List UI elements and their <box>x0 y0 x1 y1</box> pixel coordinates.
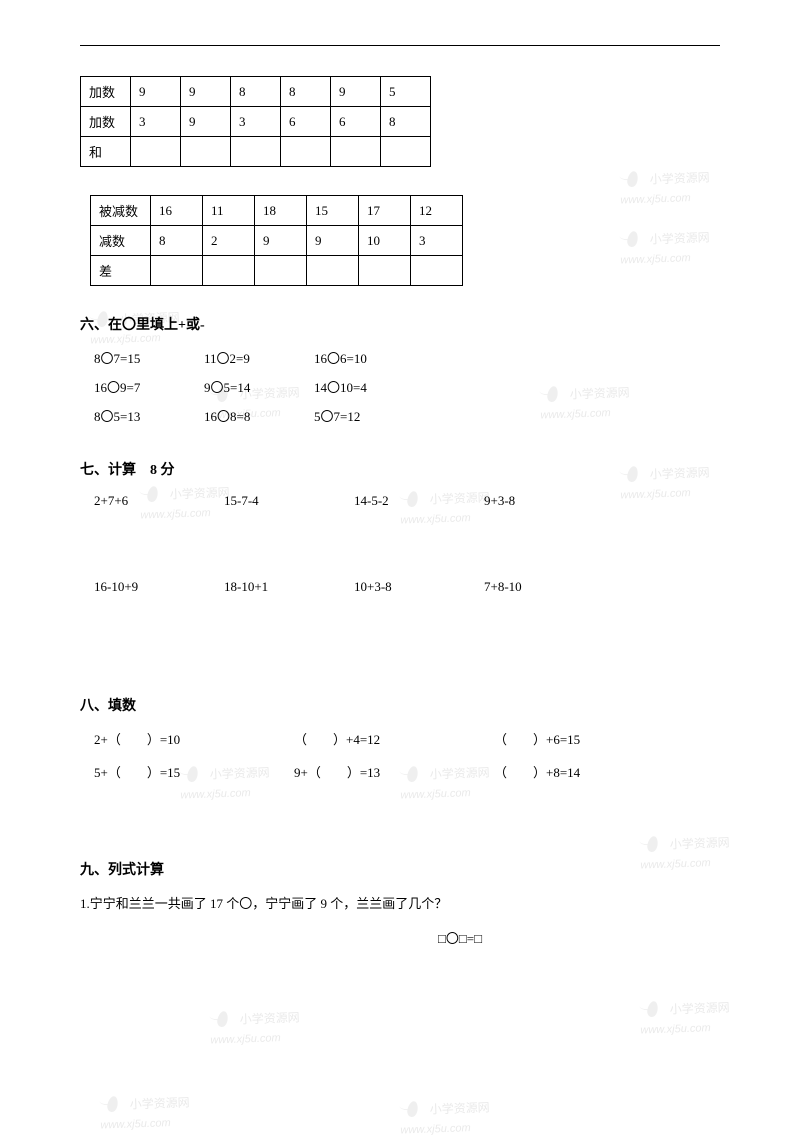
cell: 9 <box>331 77 381 107</box>
expr: （ ）+8=14 <box>494 762 694 781</box>
cell: 9 <box>307 226 359 256</box>
table-row: 减数 8 2 9 9 10 3 <box>91 226 463 256</box>
cell: 8 <box>281 77 331 107</box>
row-label: 加数 <box>81 77 131 107</box>
watermark: 小学资源网www.xj5u.com <box>99 1093 190 1132</box>
expr: 11〇2=9 <box>204 348 314 367</box>
subtraction-table: 被减数 16 11 18 15 17 12 减数 8 2 9 9 10 3 差 <box>90 195 463 286</box>
cell: 9 <box>255 226 307 256</box>
sec9-question: 1.宁宁和兰兰一共画了 17 个〇，宁宁画了 9 个，兰兰画了几个？ <box>80 893 720 912</box>
table-row: 差 <box>91 256 463 286</box>
sec6-row: 8〇7=1511〇2=916〇6=10 <box>94 348 720 367</box>
expr: 9+（ ）=13 <box>294 762 494 781</box>
expr: 9+3-8 <box>484 493 614 509</box>
cell <box>131 137 181 167</box>
cell: 9 <box>131 77 181 107</box>
cell: 17 <box>359 196 411 226</box>
cell <box>255 256 307 286</box>
expr: 2+（ ）=10 <box>94 729 294 748</box>
cell: 6 <box>331 107 381 137</box>
cell: 8 <box>231 77 281 107</box>
expr: 15-7-4 <box>224 493 354 509</box>
cell <box>151 256 203 286</box>
expr: 8〇7=15 <box>94 348 204 367</box>
expr: 9〇5=14 <box>204 377 314 396</box>
cell: 10 <box>359 226 411 256</box>
cell <box>331 137 381 167</box>
table-row: 被减数 16 11 18 15 17 12 <box>91 196 463 226</box>
row-label: 减数 <box>91 226 151 256</box>
worksheet-page: 加数 9 9 8 8 9 5 加数 3 9 3 6 6 8 和 <box>0 0 800 987</box>
row-label: 加数 <box>81 107 131 137</box>
expr: 16〇6=10 <box>314 348 424 367</box>
cell <box>281 137 331 167</box>
table-row: 加数 9 9 8 8 9 5 <box>81 77 431 107</box>
cell: 16 <box>151 196 203 226</box>
expr: 14-5-2 <box>354 493 484 509</box>
row-label: 差 <box>91 256 151 286</box>
sec7-row: 16-10+918-10+110+3-87+8-10 <box>94 579 720 595</box>
cell: 3 <box>231 107 281 137</box>
expr: 16-10+9 <box>94 579 224 595</box>
cell: 8 <box>381 107 431 137</box>
sec6-row: 8〇5=1316〇8=85〇7=12 <box>94 406 720 425</box>
cell <box>359 256 411 286</box>
section-9-title: 九、列式计算 <box>80 859 720 879</box>
cell: 3 <box>131 107 181 137</box>
expr: 2+7+6 <box>94 493 224 509</box>
cell <box>307 256 359 286</box>
sec8-row: 5+（ ）=159+（ ）=13（ ）+8=14 <box>94 762 720 781</box>
section-6-title: 六、在〇里填上+或- <box>80 314 720 334</box>
top-rule <box>80 45 720 46</box>
cell: 15 <box>307 196 359 226</box>
cell <box>381 137 431 167</box>
cell: 9 <box>181 107 231 137</box>
expr: 5〇7=12 <box>314 406 424 425</box>
cell <box>231 137 281 167</box>
expr: 7+8-10 <box>484 579 614 595</box>
watermark: 小学资源网www.xj5u.com <box>209 1008 300 1047</box>
watermark: 小学资源网www.xj5u.com <box>639 998 730 1037</box>
cell: 8 <box>151 226 203 256</box>
cell <box>203 256 255 286</box>
section-8-title: 八、填数 <box>80 695 720 715</box>
expr: 16〇8=8 <box>204 406 314 425</box>
table-row: 和 <box>81 137 431 167</box>
cell <box>411 256 463 286</box>
expr: （ ）+4=12 <box>294 729 494 748</box>
cell: 2 <box>203 226 255 256</box>
cell: 3 <box>411 226 463 256</box>
addition-table: 加数 9 9 8 8 9 5 加数 3 9 3 6 6 8 和 <box>80 76 431 167</box>
expr: 18-10+1 <box>224 579 354 595</box>
cell: 9 <box>181 77 231 107</box>
sec7-row: 2+7+615-7-414-5-29+3-8 <box>94 493 720 509</box>
expr: 10+3-8 <box>354 579 484 595</box>
expr: （ ）+6=15 <box>494 729 694 748</box>
expr: 5+（ ）=15 <box>94 762 294 781</box>
section-7-title: 七、计算 8 分 <box>80 459 720 479</box>
cell: 12 <box>411 196 463 226</box>
cell: 6 <box>281 107 331 137</box>
table-row: 加数 3 9 3 6 6 8 <box>81 107 431 137</box>
cell: 5 <box>381 77 431 107</box>
cell <box>181 137 231 167</box>
sec6-row: 16〇9=79〇5=1414〇10=4 <box>94 377 720 396</box>
sec9-formula: □〇□=□ <box>200 928 720 947</box>
row-label: 和 <box>81 137 131 167</box>
expr: 16〇9=7 <box>94 377 204 396</box>
cell: 18 <box>255 196 307 226</box>
cell: 11 <box>203 196 255 226</box>
sec8-row: 2+（ ）=10（ ）+4=12（ ）+6=15 <box>94 729 720 748</box>
expr: 8〇5=13 <box>94 406 204 425</box>
row-label: 被减数 <box>91 196 151 226</box>
expr: 14〇10=4 <box>314 377 424 396</box>
